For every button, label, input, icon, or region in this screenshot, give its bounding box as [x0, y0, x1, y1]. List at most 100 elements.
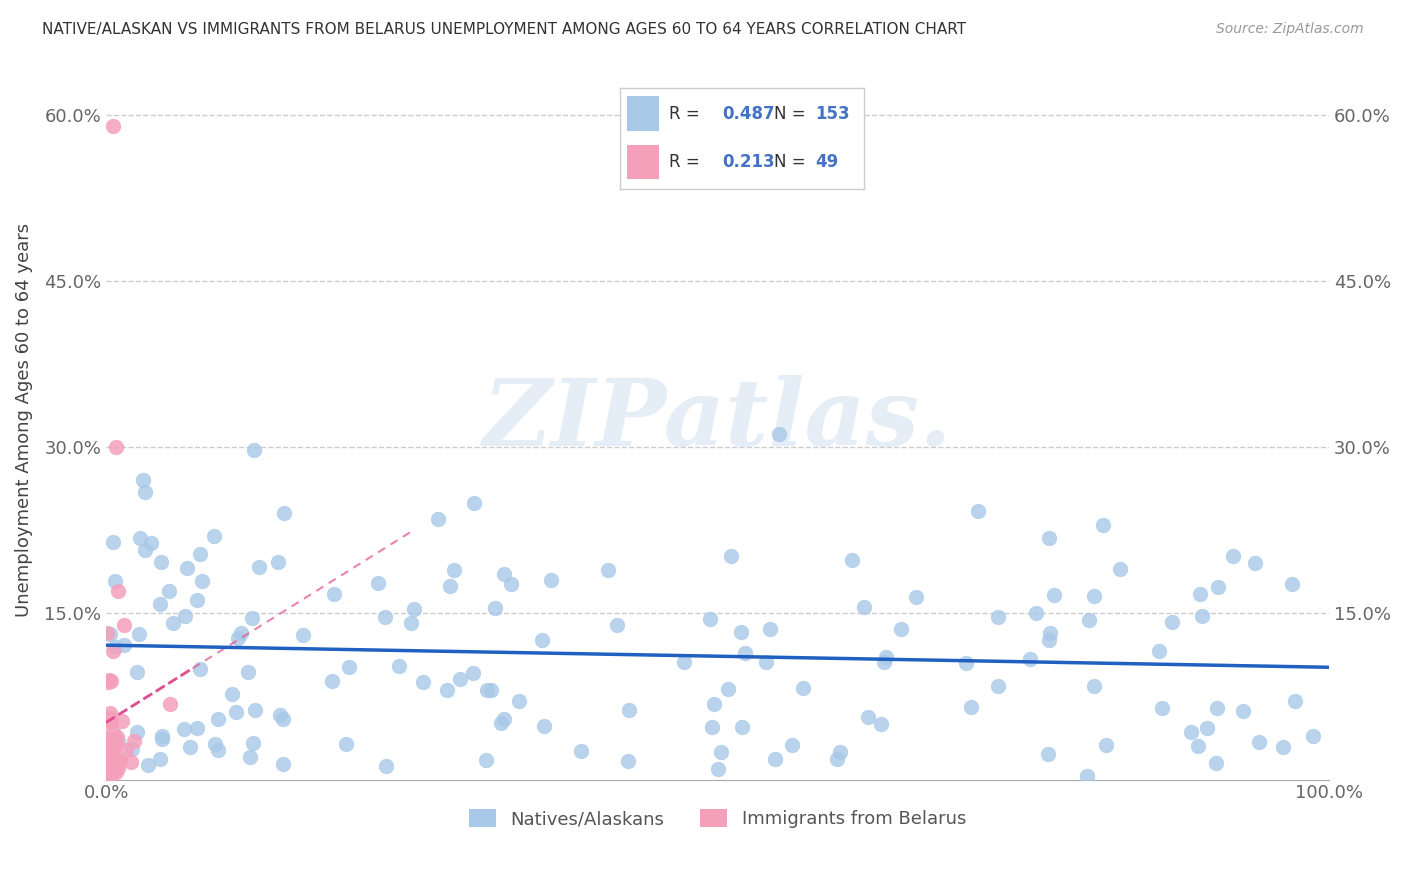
Point	[717, 682, 740, 697]
Point	[96, 711, 118, 725]
Point	[179, 740, 201, 755]
Point	[104, 440, 127, 454]
Point	[730, 625, 752, 640]
Point	[100, 714, 122, 728]
Point	[672, 655, 695, 669]
Point	[267, 555, 290, 569]
Point	[114, 617, 136, 632]
Point	[173, 722, 195, 736]
Point	[426, 512, 449, 526]
Point	[1083, 679, 1105, 693]
Point	[134, 484, 156, 499]
Point	[1039, 626, 1062, 640]
Point	[100, 765, 122, 780]
Point	[100, 744, 122, 758]
Point	[127, 725, 149, 739]
Point	[531, 632, 554, 647]
Point	[103, 752, 125, 766]
Point	[1077, 613, 1099, 627]
Point	[96, 763, 118, 777]
Point	[700, 720, 723, 734]
Point	[533, 718, 555, 732]
Point	[374, 610, 396, 624]
Point	[875, 649, 897, 664]
Point	[402, 602, 425, 616]
Point	[226, 632, 249, 646]
Point	[107, 584, 129, 599]
Point	[463, 496, 485, 510]
Point	[374, 759, 396, 773]
Point	[149, 752, 172, 766]
Point	[367, 576, 389, 591]
Point	[239, 749, 262, 764]
Point	[492, 567, 515, 582]
Point	[96, 764, 118, 779]
Point	[247, 560, 270, 574]
Point	[335, 737, 357, 751]
Point	[202, 529, 225, 543]
Point	[1244, 556, 1267, 570]
Point	[204, 737, 226, 751]
Point	[1195, 721, 1218, 735]
Point	[124, 733, 146, 747]
Point	[105, 765, 128, 780]
Point	[1205, 756, 1227, 771]
Point	[97, 675, 120, 690]
Point	[97, 747, 120, 761]
Point	[1150, 701, 1173, 715]
Point	[134, 542, 156, 557]
Text: Source: ZipAtlas.com: Source: ZipAtlas.com	[1216, 22, 1364, 37]
Point	[987, 679, 1010, 693]
Point	[114, 743, 136, 757]
Point	[104, 640, 127, 655]
Point	[101, 765, 124, 780]
Point	[186, 593, 208, 607]
Point	[436, 683, 458, 698]
Point	[858, 710, 880, 724]
Y-axis label: Unemployment Among Ages 60 to 64 years: Unemployment Among Ages 60 to 64 years	[15, 222, 32, 616]
Point	[240, 611, 263, 625]
Point	[1108, 562, 1130, 576]
Point	[174, 609, 197, 624]
Point	[132, 473, 155, 487]
Point	[96, 731, 118, 746]
Point	[399, 615, 422, 630]
Point	[596, 563, 619, 577]
Point	[101, 535, 124, 549]
Point	[1205, 701, 1227, 715]
Point	[731, 720, 754, 734]
Point	[1036, 747, 1059, 761]
Point	[782, 739, 804, 753]
Point	[150, 555, 173, 569]
Point	[1038, 632, 1060, 647]
Point	[1249, 735, 1271, 749]
Point	[236, 665, 259, 680]
Point	[412, 675, 434, 690]
Point	[97, 758, 120, 772]
Point	[1092, 517, 1115, 532]
Point	[479, 683, 502, 698]
Point	[1160, 615, 1182, 629]
Point	[703, 698, 725, 712]
Point	[269, 707, 291, 722]
Point	[540, 573, 562, 587]
Point	[720, 549, 742, 564]
Point	[98, 763, 121, 777]
Point	[96, 769, 118, 783]
Point	[107, 755, 129, 769]
Point	[337, 659, 360, 673]
Point	[763, 752, 786, 766]
Point	[955, 656, 977, 670]
Point	[136, 757, 159, 772]
Point	[959, 699, 981, 714]
Point	[112, 638, 135, 652]
Point	[97, 734, 120, 748]
Point	[491, 716, 513, 731]
Point	[571, 744, 593, 758]
Point	[1043, 588, 1066, 602]
Point	[1302, 729, 1324, 743]
Point	[141, 536, 163, 550]
Point	[768, 426, 790, 441]
Point	[176, 561, 198, 575]
Point	[869, 716, 891, 731]
